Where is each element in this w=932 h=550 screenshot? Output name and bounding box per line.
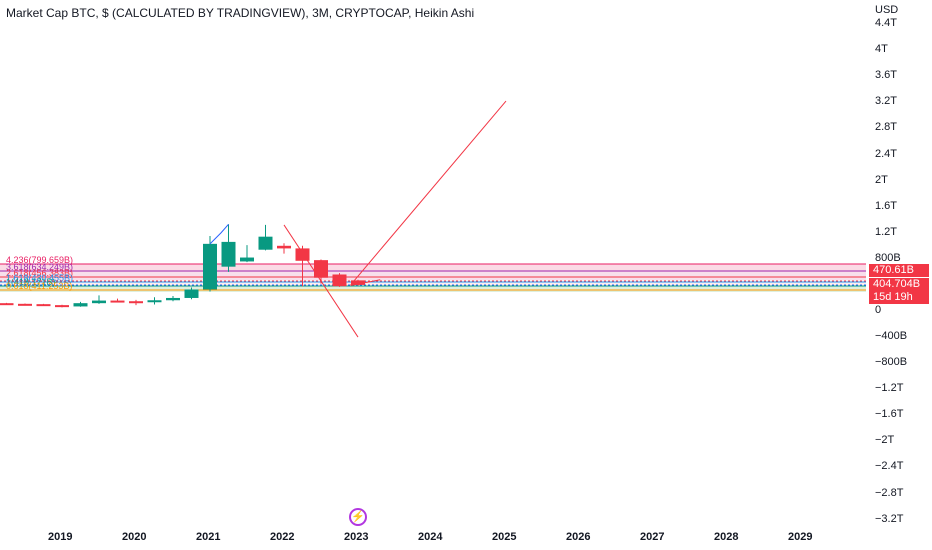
price-tick-label: −2.4T	[875, 460, 904, 473]
price-tick-label: −3.2T	[875, 512, 904, 525]
price-tick-label: −2T	[875, 434, 895, 447]
price-tick-label: 1.2T	[875, 225, 898, 238]
time-tick-label: 2022	[270, 531, 295, 543]
candle-body	[110, 300, 125, 303]
candle-body	[166, 297, 180, 301]
candle-body	[221, 241, 236, 267]
candle-body	[129, 301, 143, 304]
time-tick-label: 2024	[418, 531, 443, 543]
fib-level-label: 3.618(634.249B)	[6, 262, 73, 272]
price-tag: 404.704B	[869, 278, 929, 291]
price-tick-label: 2.4T	[875, 147, 898, 160]
candle-body	[0, 303, 14, 306]
candle-body	[55, 305, 69, 308]
price-tick-label: 2T	[875, 173, 888, 186]
fib-band	[0, 280, 866, 286]
tradingview-logo-icon[interactable]: ⚡	[349, 508, 367, 526]
fib-level-label: 1.618(430.455B)	[6, 273, 73, 283]
candle-body	[92, 300, 106, 304]
price-tick-label: −2.8T	[875, 486, 904, 499]
trend-line	[209, 223, 229, 245]
price-tick-label: −1.6T	[875, 408, 904, 421]
price-tick-label: 800B	[875, 251, 901, 264]
price-tick-label: 0	[875, 304, 882, 316]
time-axis[interactable]: 2019 2020 2021 2022 2023 2024 2025 2026 2027 2028…	[0, 525, 866, 550]
candle-body	[332, 274, 347, 287]
candle-body	[73, 303, 88, 307]
price-axis[interactable]: USD 4.4T 4T 3.6T 3.2T 2.8T 2.4T 2T 1.6T 1.2T 800B 0…	[866, 0, 932, 525]
time-tick-label: 2019	[48, 531, 73, 543]
fib-band	[0, 272, 866, 280]
price-tick-label: 1.6T	[875, 199, 898, 212]
fib-level-label: 2.618(456.383B)	[6, 268, 73, 278]
time-tick-label: 2021	[196, 531, 221, 543]
candle-body	[203, 243, 217, 290]
price-tick-label: 4.4T	[875, 17, 898, 30]
time-tick-label: 2023	[344, 531, 369, 543]
price-tick-label: 3.6T	[875, 69, 898, 82]
fib-level-label: 1(418.171B)	[6, 277, 56, 287]
time-tick-label: 2026	[566, 531, 591, 543]
chart-title: Market Cap BTC, $ (CALCULATED BY TRADING…	[6, 6, 475, 20]
candle-body	[295, 248, 310, 261]
chart-canvas[interactable]: 4.236(799.659B)3.618(634.249B)2.618(456.…	[0, 0, 866, 525]
chart-area[interactable]: 4.236(799.659B) 3.618(634.249B) 2.618(456.…	[0, 0, 866, 525]
trend-line	[350, 100, 507, 286]
fib-level-label: 4.236(799.659B)	[6, 255, 73, 265]
candle-body	[184, 289, 199, 298]
trend-line	[283, 224, 359, 338]
fib-band	[0, 264, 866, 272]
price-tick-label: 2.8T	[875, 121, 898, 134]
time-tick-label: 2029	[788, 531, 813, 543]
fib-band	[0, 286, 866, 292]
time-tick-label: 2027	[640, 531, 665, 543]
candle-body	[351, 280, 365, 285]
trend-line	[350, 279, 381, 287]
fib-level-label: 0.618(411.253B)	[6, 281, 72, 291]
candle-body	[258, 236, 273, 250]
price-tag: 470.61B	[869, 264, 929, 277]
price-tick-label: 4T	[875, 43, 888, 56]
price-tag: 15d 19h	[869, 291, 929, 304]
candle-body	[147, 300, 162, 303]
price-tick-label: −800B	[875, 356, 908, 369]
candle-body	[277, 245, 291, 249]
price-tick-label: −400B	[875, 330, 908, 343]
candle-body	[18, 303, 32, 306]
price-tick-label: 3.2T	[875, 95, 898, 108]
price-tick-label: −1.2T	[875, 382, 904, 395]
candle-body	[240, 257, 254, 262]
candle-body	[314, 260, 328, 278]
currency-label: USD	[875, 4, 899, 16]
time-tick-label: 2025	[492, 531, 517, 543]
candle-body	[36, 304, 51, 307]
time-tick-label: 2020	[122, 531, 147, 543]
time-tick-label: 2028	[714, 531, 739, 543]
